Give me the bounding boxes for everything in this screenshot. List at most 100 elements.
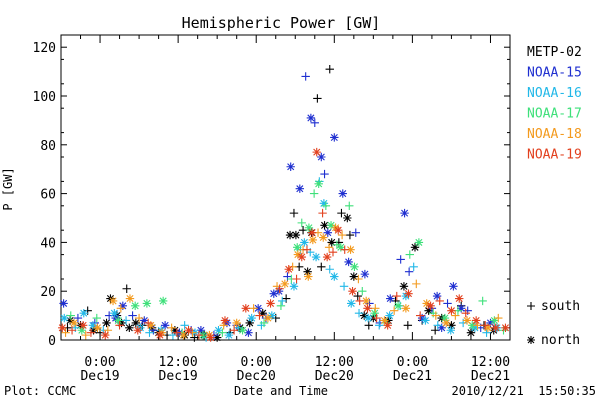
point-south (172, 328, 182, 337)
point-south (219, 321, 228, 330)
point-south (482, 328, 491, 337)
point-north (284, 265, 293, 274)
point-north (130, 301, 140, 311)
point-north (88, 321, 98, 330)
x-tick-time-label: 0:00 (241, 355, 272, 370)
point-south (301, 72, 310, 81)
point-south (324, 243, 334, 252)
point-north (101, 330, 110, 340)
y-tick-label: 20 (40, 285, 56, 300)
point-north (386, 294, 395, 303)
point-north (483, 323, 493, 332)
y-tick-label: 120 (33, 41, 56, 56)
point-south (121, 316, 131, 325)
data-points (58, 64, 510, 342)
point-north (179, 330, 188, 340)
satellite-legend: METP-02 NOAA-15 NOAA-16 NOAA-17 NOAA-18 NOAA-… (527, 45, 582, 163)
legend-noaa-15: NOAA-15 (527, 66, 582, 81)
point-south (259, 318, 269, 328)
point-north (158, 296, 168, 306)
x-tick-time-label: 12:00 (315, 355, 354, 370)
point-north (348, 287, 357, 296)
point-south (412, 279, 421, 289)
point-north (160, 321, 170, 330)
point-south (328, 247, 338, 257)
point-north (258, 308, 267, 318)
point-south (494, 313, 503, 323)
point-south (318, 208, 327, 218)
point-north (247, 313, 256, 323)
chart-title: Hemispheric Power [GW] (182, 14, 381, 32)
point-south (443, 299, 452, 308)
point-south (405, 250, 414, 259)
point-south (255, 311, 264, 320)
point-north (344, 257, 353, 267)
point-north (102, 318, 111, 328)
point-north (360, 311, 369, 320)
point-north (108, 296, 118, 306)
point-north (311, 252, 321, 262)
point-south (115, 321, 124, 330)
point-south (289, 208, 299, 218)
point-south (194, 330, 204, 340)
series-noaa-16 (60, 177, 502, 342)
point-north (410, 243, 420, 252)
point-north (253, 304, 263, 313)
point-north (350, 262, 359, 271)
point-north (58, 323, 67, 332)
legend-noaa-16: NOAA-16 (527, 86, 582, 101)
point-north (308, 235, 318, 245)
legend-metp-02: METP-02 (527, 45, 582, 60)
point-north (286, 162, 295, 171)
point-north (131, 318, 141, 328)
point-north (312, 147, 321, 157)
point-south (372, 313, 381, 323)
point-north (380, 316, 389, 325)
x-tick-date-label: Dec19 (80, 369, 119, 384)
point-south (92, 313, 101, 323)
point-south (81, 330, 90, 340)
point-south (325, 265, 334, 274)
point-north (320, 221, 329, 230)
point-north (238, 326, 247, 335)
point-south (292, 274, 301, 284)
point-north (361, 296, 371, 306)
point-north (241, 304, 251, 313)
point-north (114, 316, 123, 325)
point-north (466, 328, 476, 337)
y-tick-label: 40 (40, 236, 56, 251)
point-north (293, 243, 302, 252)
x-axis-label: Date and Time (234, 384, 328, 398)
x-tick-date-label: Dec21 (393, 369, 432, 384)
point-north (285, 230, 295, 240)
point-south (320, 169, 329, 179)
y-tick-label: 0 (48, 334, 56, 349)
point-north (314, 179, 323, 189)
x-tick-time-label: 0:00 (84, 355, 115, 370)
point-north (330, 133, 339, 142)
point-north (307, 228, 317, 237)
point-north (446, 326, 455, 335)
point-south (143, 318, 153, 328)
series-noaa-15 (59, 72, 495, 340)
point-north (343, 213, 352, 223)
point-south (371, 304, 380, 313)
x-tick-date-label: Dec20 (237, 369, 276, 384)
x-tick-time-label: 0:00 (397, 355, 428, 370)
point-south (249, 304, 258, 313)
point-north (125, 294, 135, 303)
point-south (128, 311, 137, 320)
point-north (468, 321, 477, 330)
point-south (190, 333, 199, 342)
point-north (334, 226, 343, 235)
point-south (404, 267, 414, 276)
point-south (145, 328, 154, 337)
point-north (424, 306, 433, 315)
point-north (449, 282, 458, 291)
point-north (89, 326, 98, 335)
point-north (93, 323, 102, 332)
point-south (86, 328, 96, 337)
point-north (110, 308, 119, 318)
point-north (330, 272, 339, 281)
point-north (471, 316, 481, 325)
